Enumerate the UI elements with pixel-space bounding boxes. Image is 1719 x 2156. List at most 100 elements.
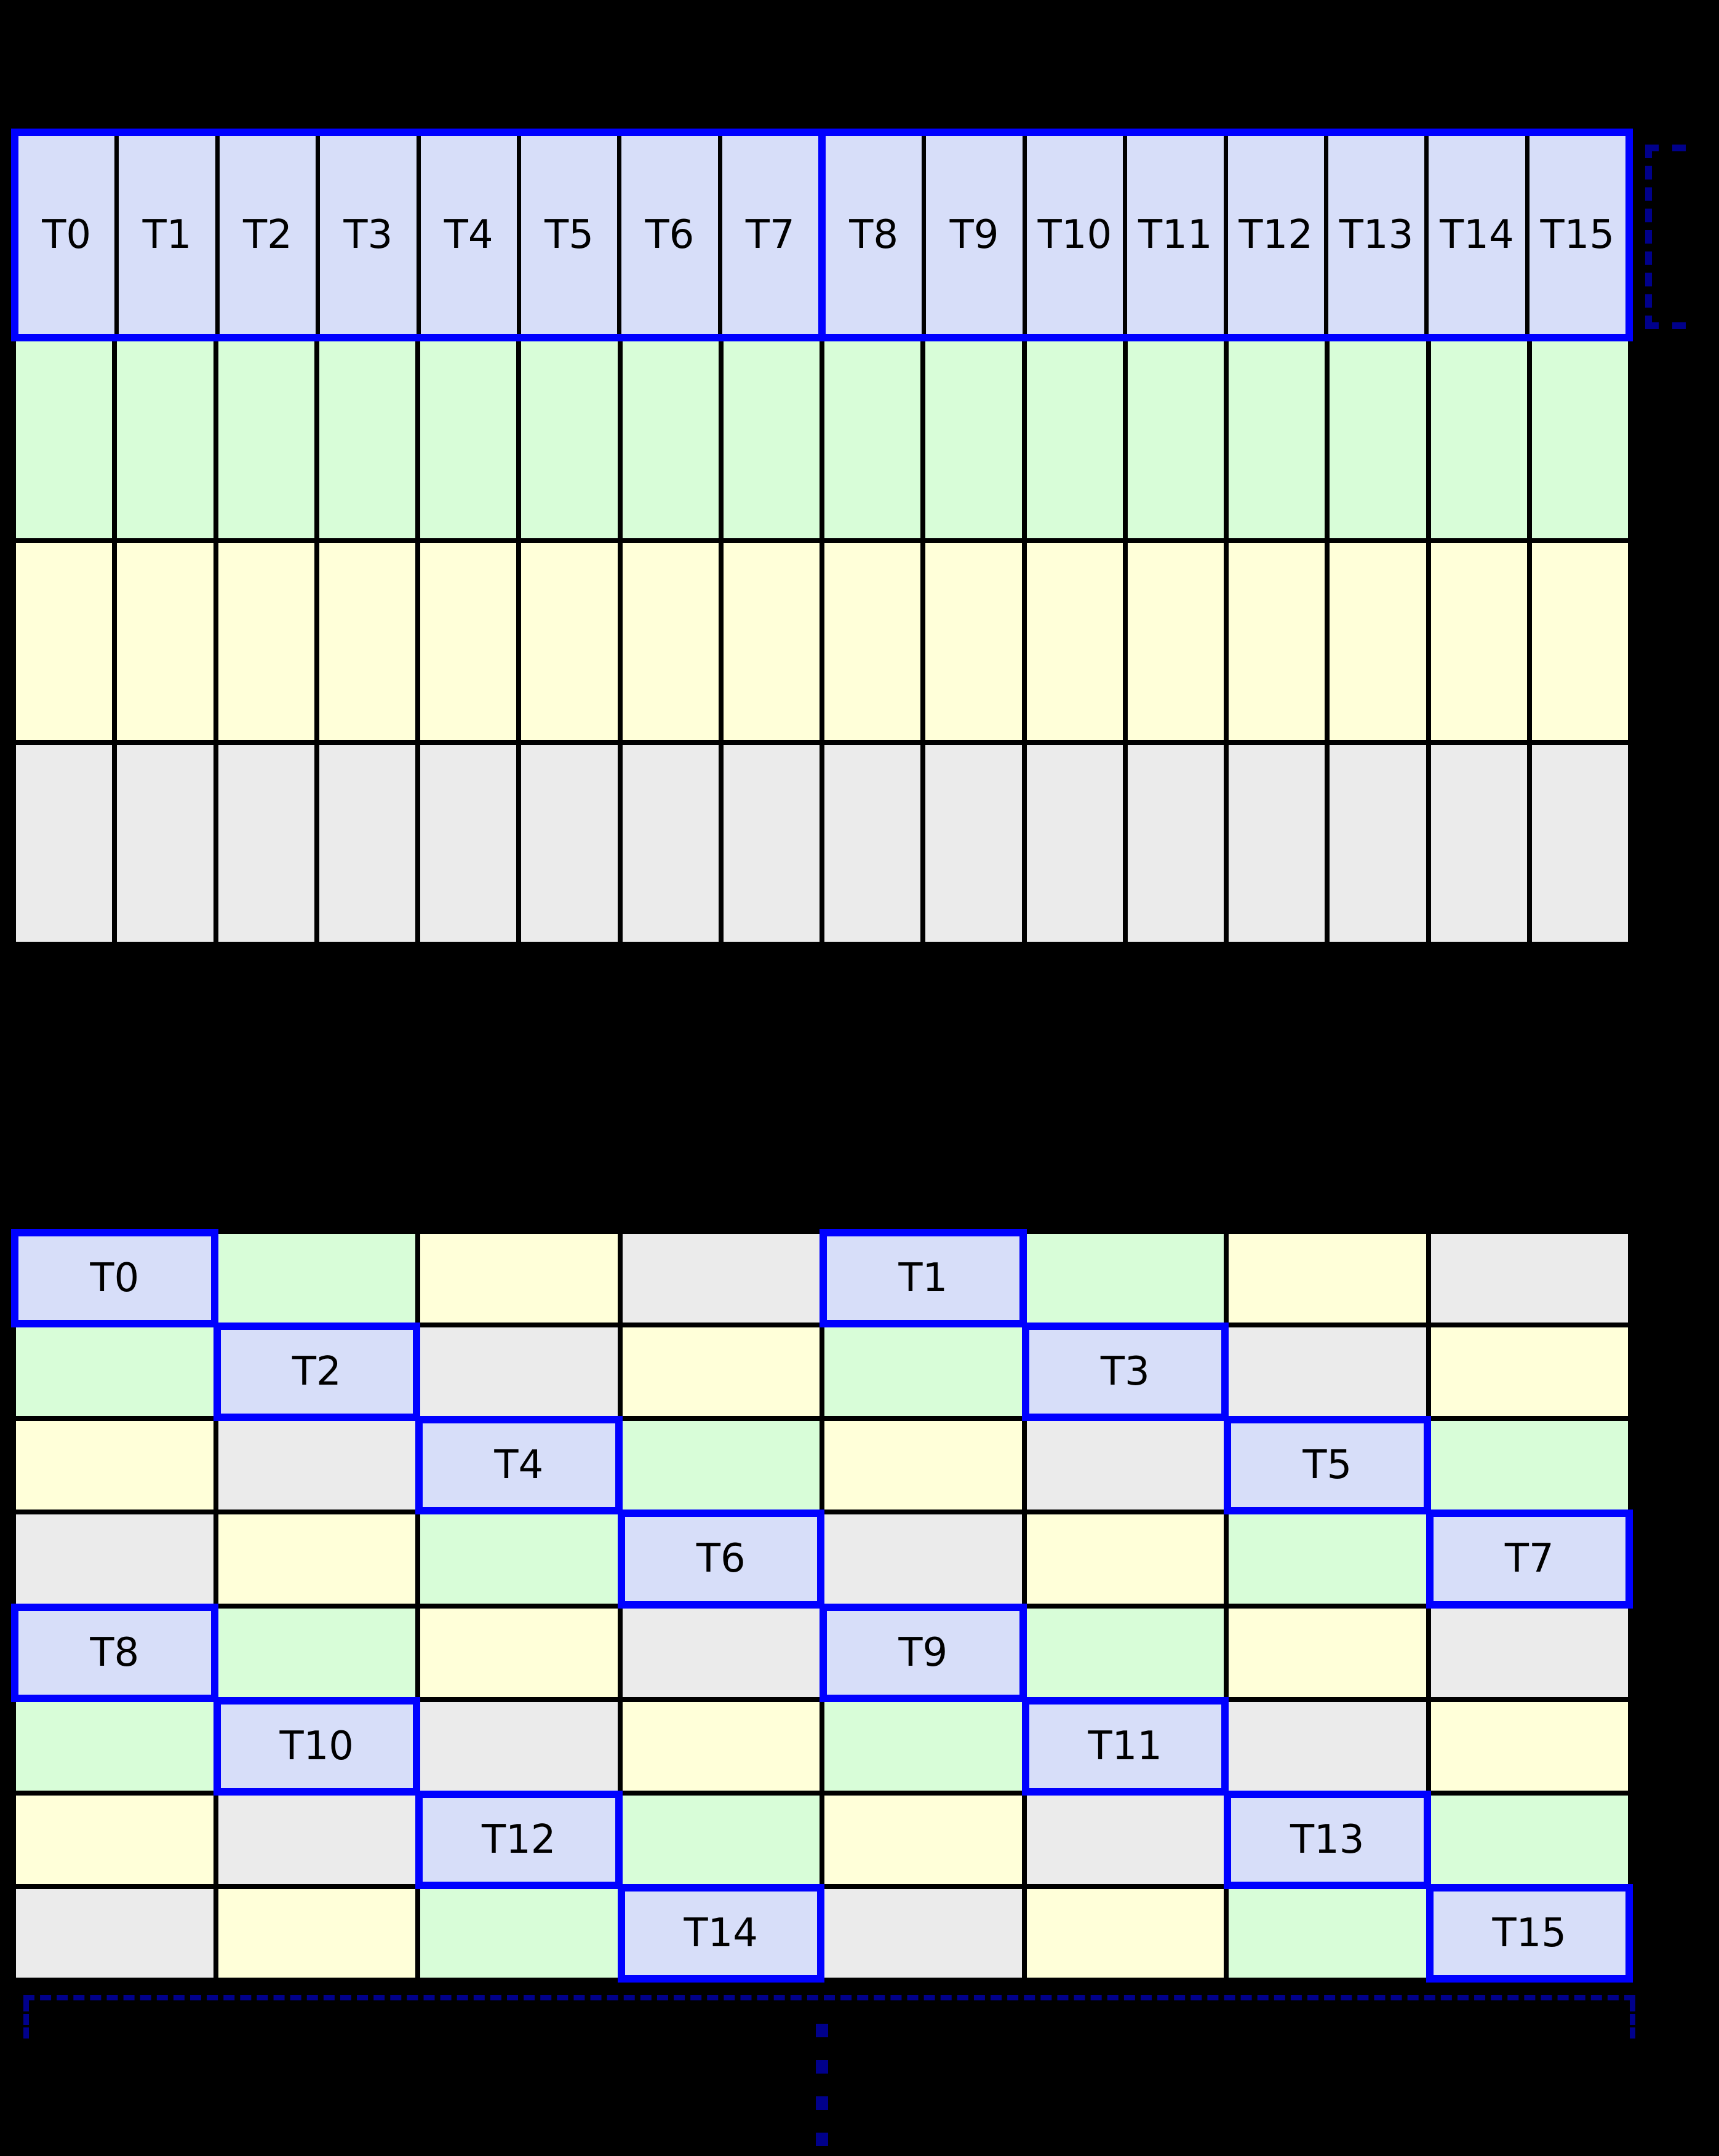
matrix-cell bbox=[218, 543, 314, 740]
thread-cell: T8 bbox=[818, 136, 922, 334]
matrix-cell bbox=[824, 1421, 1022, 1510]
thread-cell: T6 bbox=[617, 1510, 824, 1609]
thread-cell: T6 bbox=[617, 136, 718, 334]
matrix-cell bbox=[824, 1514, 1022, 1604]
thread-label: T9 bbox=[898, 1629, 948, 1676]
matrix-cell bbox=[16, 1514, 213, 1604]
row-bracket-icon bbox=[23, 1995, 1635, 2000]
matrix-cell bbox=[420, 341, 517, 538]
matrix-cell bbox=[521, 543, 618, 740]
thread-cell: T10 bbox=[213, 1697, 420, 1796]
thread-label: T5 bbox=[544, 212, 594, 258]
matrix-cell bbox=[420, 1514, 618, 1604]
warp-bracket-icon bbox=[1645, 145, 1652, 329]
matrix-cell bbox=[1229, 1327, 1426, 1417]
thread-label: T13 bbox=[1339, 212, 1414, 258]
matrix-cell bbox=[16, 1327, 213, 1417]
matrix-cell bbox=[1127, 745, 1224, 942]
thread-cell: T4 bbox=[415, 1416, 623, 1515]
matrix-cell bbox=[1026, 1234, 1224, 1323]
matrix-cell bbox=[723, 341, 820, 538]
matrix-cell bbox=[1430, 1421, 1628, 1510]
matrix-cell bbox=[622, 1701, 820, 1791]
matrix-cell bbox=[1229, 745, 1325, 942]
matrix-cell bbox=[622, 1327, 820, 1417]
matrix-cell bbox=[1531, 543, 1628, 740]
thread-cell: T12 bbox=[415, 1790, 623, 1889]
thread-cell: T1 bbox=[820, 1228, 1027, 1328]
matrix-cell bbox=[925, 341, 1022, 538]
thread-label: T13 bbox=[1290, 1816, 1365, 1863]
matrix-cell bbox=[1430, 1327, 1628, 1417]
matrix-cell bbox=[1229, 543, 1325, 740]
continuation-ellipsis-icon bbox=[816, 2096, 828, 2110]
thread-label: T11 bbox=[1088, 1723, 1163, 1769]
matrix-cell bbox=[16, 341, 113, 538]
matrix-cell bbox=[622, 1608, 820, 1697]
matrix-cell bbox=[1531, 341, 1628, 538]
thread-label: T12 bbox=[1238, 212, 1313, 258]
matrix-cell bbox=[1531, 745, 1628, 942]
matrix-cell bbox=[16, 1701, 213, 1791]
thread-cell: T0 bbox=[11, 1228, 218, 1328]
thread-label: T8 bbox=[849, 212, 899, 258]
matrix-cell bbox=[1229, 1234, 1426, 1323]
thread-cell: T4 bbox=[416, 136, 517, 334]
matrix-cell bbox=[420, 543, 517, 740]
matrix-cell bbox=[16, 1795, 213, 1884]
matrix-cell bbox=[622, 1234, 820, 1323]
matrix-cell bbox=[16, 1421, 213, 1510]
matrix-cell bbox=[1127, 543, 1224, 740]
thread-label: T9 bbox=[949, 212, 999, 258]
thread-label: T4 bbox=[444, 212, 493, 258]
thread-cell: T0 bbox=[18, 136, 115, 334]
thread-label: T5 bbox=[1302, 1442, 1352, 1489]
thread-label: T2 bbox=[243, 212, 292, 258]
matrix-cell bbox=[1229, 1701, 1426, 1791]
thread-cell: T14 bbox=[1424, 136, 1525, 334]
matrix-cell bbox=[1026, 1608, 1224, 1697]
thread-cell: T9 bbox=[922, 136, 1023, 334]
matrix-cell bbox=[1127, 341, 1224, 538]
thread-cell: T3 bbox=[316, 136, 417, 334]
matrix-cell bbox=[218, 745, 314, 942]
thread-cell: T2 bbox=[213, 1323, 420, 1422]
matrix-cell bbox=[1430, 341, 1527, 538]
thread-cell: T3 bbox=[1021, 1323, 1229, 1422]
thread-label: T0 bbox=[42, 212, 92, 258]
thread-cell: T8 bbox=[11, 1603, 218, 1702]
continuation-ellipsis-icon bbox=[816, 2060, 828, 2074]
matrix-cell bbox=[1026, 745, 1123, 942]
matrix-cell bbox=[723, 745, 820, 942]
thread-label: T7 bbox=[745, 212, 795, 258]
thread-label: T1 bbox=[898, 1255, 948, 1302]
thread-cell: T7 bbox=[1426, 1510, 1633, 1609]
thread-label: T14 bbox=[1440, 212, 1514, 258]
thread-cell: T5 bbox=[1224, 1416, 1431, 1515]
thread-cell: T12 bbox=[1223, 136, 1324, 334]
thread-label: T10 bbox=[279, 1723, 354, 1769]
matrix-cell bbox=[420, 1701, 618, 1791]
matrix-cell bbox=[1229, 1514, 1426, 1604]
matrix-cell bbox=[1026, 341, 1123, 538]
row-bracket-icon bbox=[23, 2000, 29, 2039]
matrix-cell bbox=[521, 341, 618, 538]
thread-cell: T14 bbox=[617, 1884, 824, 1983]
bottom-matrix: T0 T1 T2 T3 T4 T5 T6 T7 T8 bbox=[11, 1228, 1633, 1983]
matrix-cell bbox=[521, 745, 618, 942]
matrix-cell bbox=[319, 745, 415, 942]
matrix-cell bbox=[218, 1234, 415, 1323]
warp-bracket-icon bbox=[1645, 322, 1686, 329]
matrix-cell bbox=[1430, 1234, 1628, 1323]
matrix-cell bbox=[1026, 1514, 1224, 1604]
matrix-cell bbox=[1430, 543, 1527, 740]
matrix-cell bbox=[16, 1888, 213, 1978]
matrix-cell bbox=[1430, 1795, 1628, 1884]
matrix-cell bbox=[117, 543, 213, 740]
thread-cell: T15 bbox=[1426, 1884, 1633, 1983]
matrix-cell bbox=[1430, 1608, 1628, 1697]
matrix-cell bbox=[824, 341, 921, 538]
matrix-cell bbox=[723, 543, 820, 740]
thread-label: T6 bbox=[645, 212, 695, 258]
matrix-cell bbox=[824, 1795, 1022, 1884]
